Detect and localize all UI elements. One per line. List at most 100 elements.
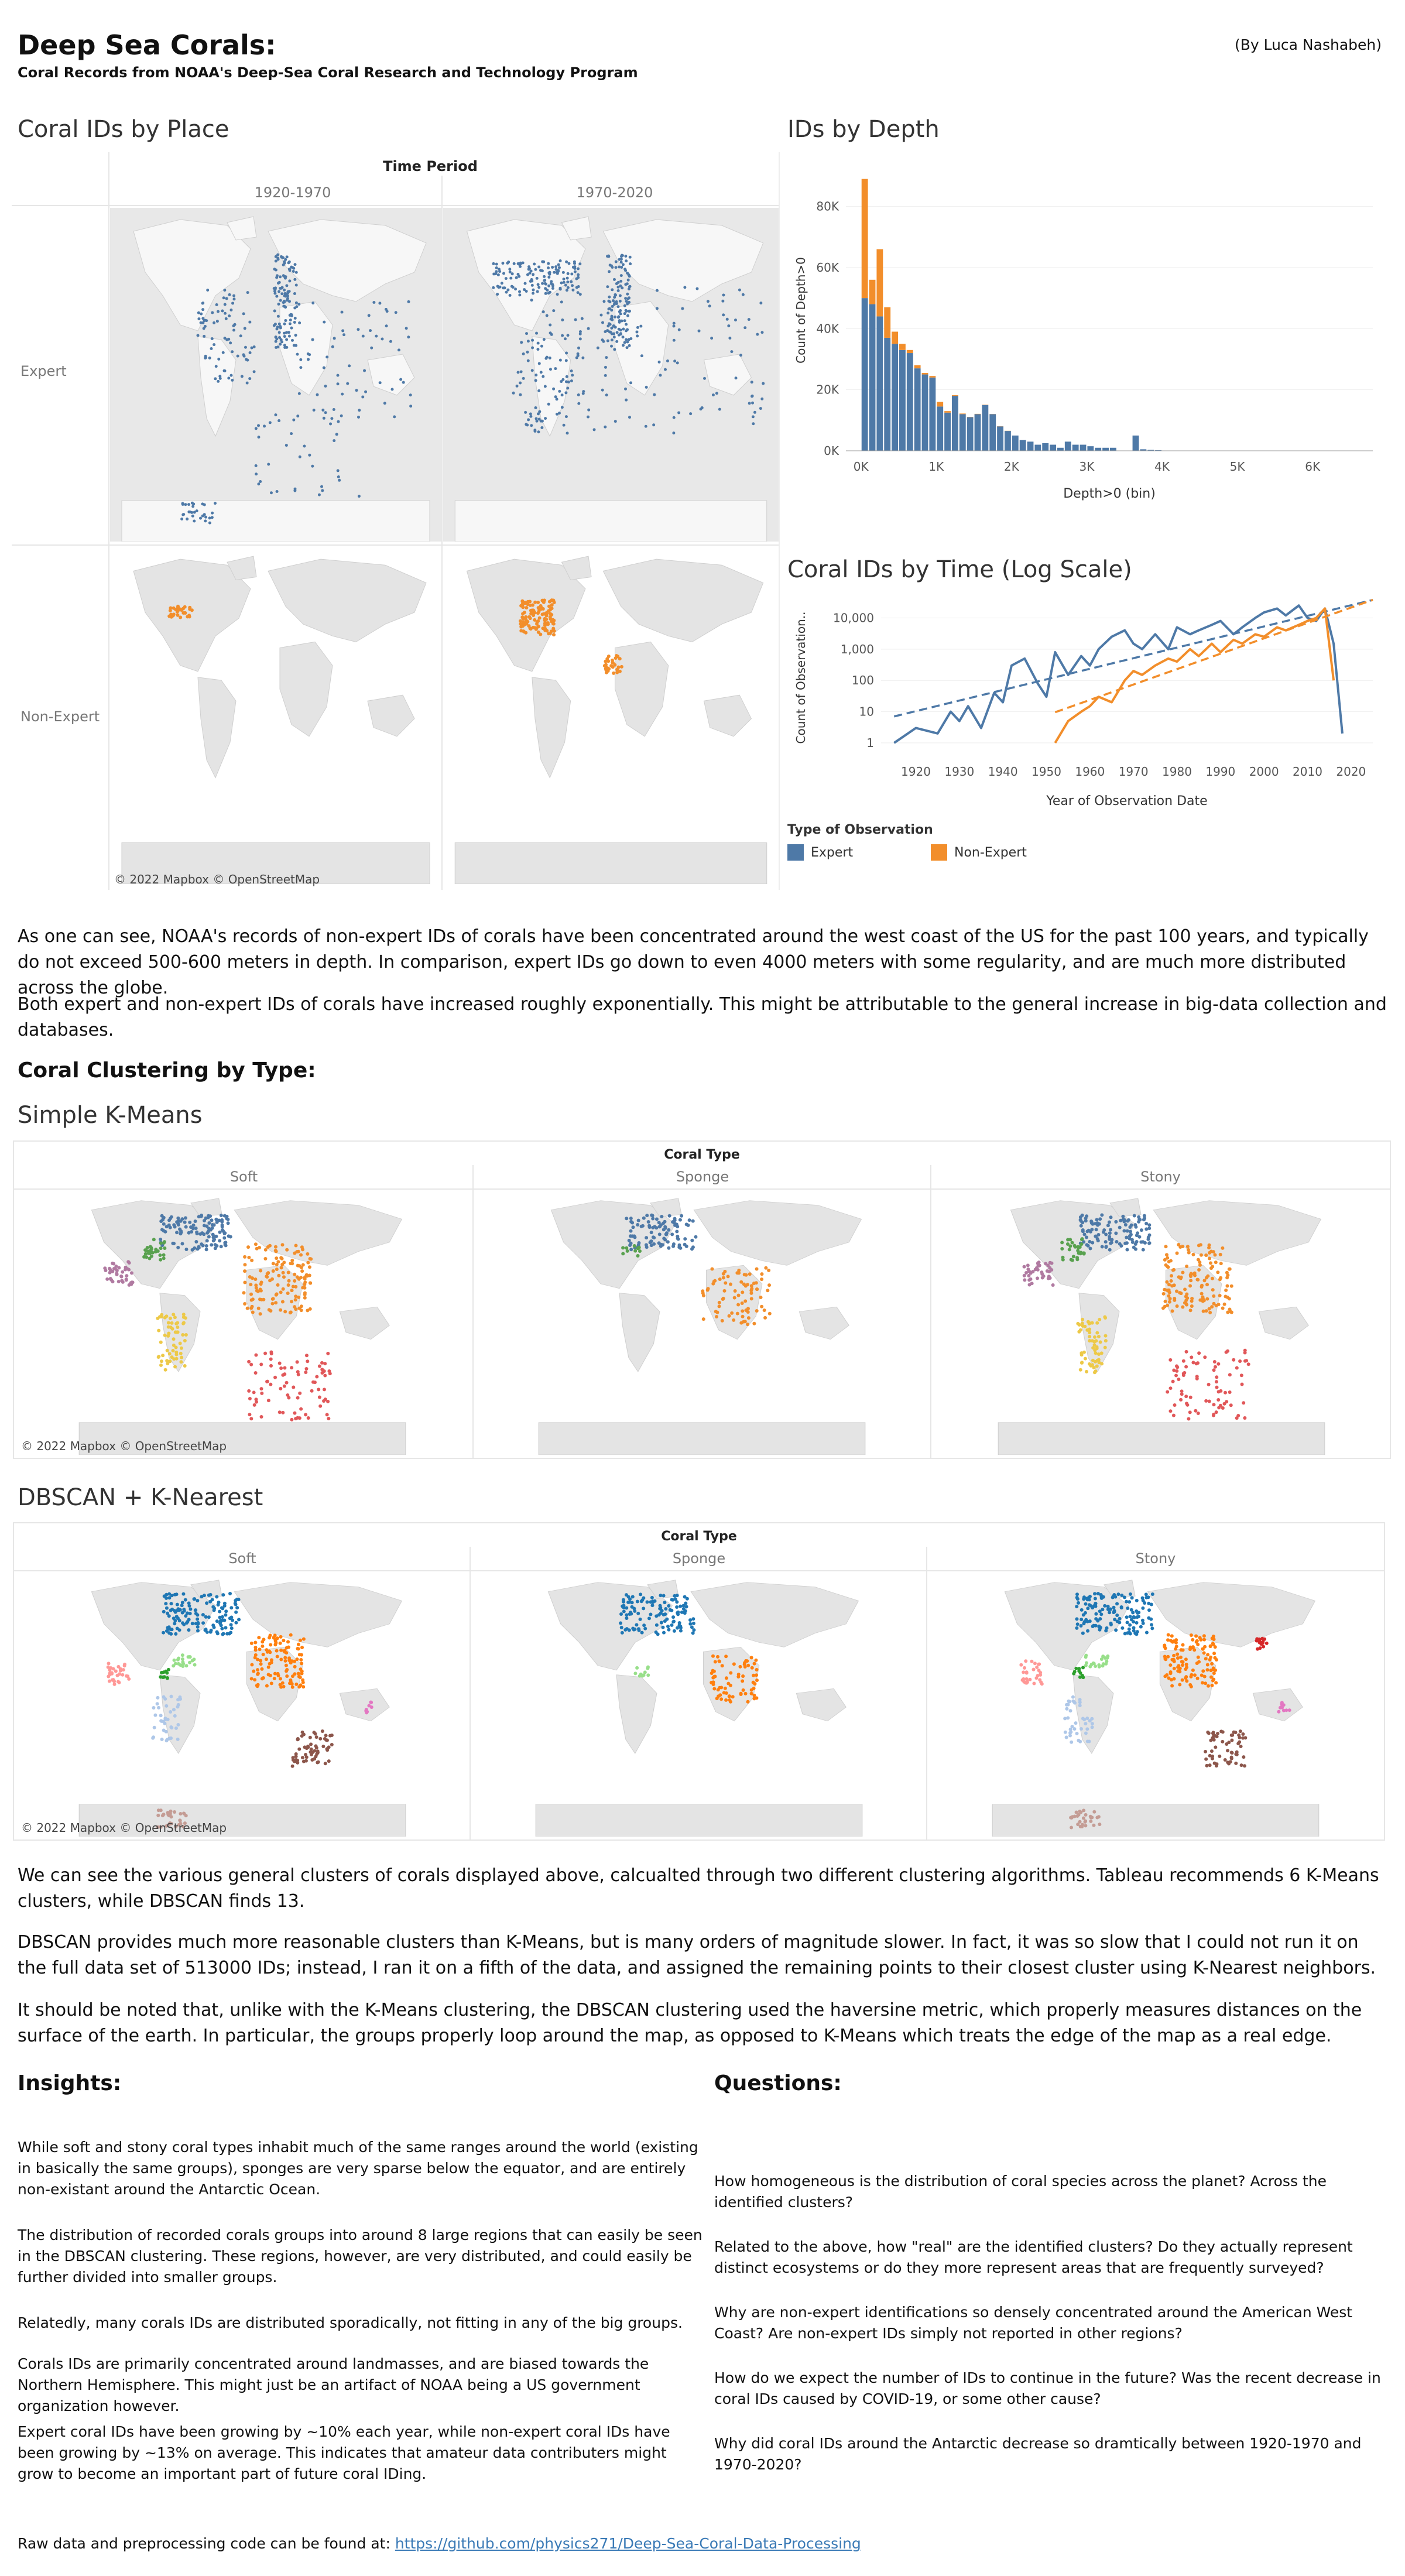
depth-bar-expert[interactable]: [899, 350, 906, 451]
depth-bar-expert[interactable]: [1034, 444, 1041, 451]
map-nonexpert-1970-2020[interactable]: [443, 547, 779, 884]
depth-bar-expert[interactable]: [869, 304, 876, 451]
depth-bar-expert[interactable]: [921, 374, 928, 451]
depth-bar-expert[interactable]: [1057, 447, 1064, 451]
depth-bar-expert[interactable]: [892, 344, 898, 451]
depth-bar-expert[interactable]: [906, 353, 913, 451]
depth-bar-non-expert[interactable]: [899, 344, 906, 350]
depth-bar-non-expert[interactable]: [944, 411, 951, 413]
depth-bar-expert[interactable]: [914, 368, 921, 451]
coral-point: [657, 1232, 662, 1236]
depth-bar-expert[interactable]: [1050, 444, 1056, 451]
coral-point: [279, 342, 282, 346]
coral-point: [649, 1231, 653, 1235]
coral-point: [181, 1660, 185, 1664]
kmeans-panel[interactable]: Coral Type Soft Sponge Stony © 2022 Mapb…: [13, 1140, 1391, 1459]
coral-point: [622, 1605, 626, 1609]
depth-bar-expert[interactable]: [1072, 444, 1079, 451]
coral-point: [705, 1288, 710, 1292]
map-nonexpert-1920-1970[interactable]: [110, 547, 441, 884]
coral-point: [1137, 1235, 1142, 1239]
dbscan-map-stony[interactable]: [980, 1573, 1331, 1837]
map-expert-1970-2020[interactable]: [443, 208, 779, 542]
coral-point: [1201, 1647, 1205, 1651]
coral-point: [170, 1726, 174, 1730]
depth-bar-expert[interactable]: [1005, 431, 1011, 451]
coral-point: [1208, 1763, 1212, 1767]
coral-point: [558, 259, 562, 262]
coral-point: [1099, 1351, 1104, 1355]
depth-bar-expert[interactable]: [1087, 446, 1094, 451]
coral-point: [308, 453, 311, 457]
coral-point: [1212, 1671, 1216, 1676]
kmeans-map-sponge[interactable]: [526, 1191, 878, 1455]
depth-bar-expert[interactable]: [1064, 441, 1071, 451]
depth-bar-expert[interactable]: [1080, 444, 1087, 451]
dbscan-map-sponge[interactable]: [523, 1573, 875, 1837]
legend-non-expert[interactable]: Non-Expert: [931, 844, 1027, 861]
depth-bar-expert[interactable]: [929, 377, 936, 451]
dbscan-panel[interactable]: Coral Type Soft Sponge Stony © 2022 Mapb…: [13, 1522, 1385, 1841]
depth-bar-expert[interactable]: [876, 316, 883, 451]
coral-point: [626, 278, 630, 282]
place-view-panel[interactable]: Time Period 1920-1970 1970-2020 Expert N…: [12, 152, 780, 890]
depth-bar-expert[interactable]: [884, 337, 891, 451]
depth-bar-non-expert[interactable]: [952, 395, 958, 396]
depth-bar-non-expert[interactable]: [906, 350, 913, 354]
depth-bar-expert[interactable]: [1012, 435, 1019, 451]
depth-bar-non-expert[interactable]: [884, 307, 891, 338]
coral-point: [287, 334, 291, 338]
coral-point: [547, 266, 550, 270]
depth-bar-non-expert[interactable]: [914, 365, 921, 369]
kmeans-map-stony[interactable]: [986, 1191, 1337, 1455]
depth-bar-expert[interactable]: [944, 412, 951, 451]
coral-point: [1227, 1297, 1231, 1301]
depth-bar-expert[interactable]: [1132, 435, 1139, 451]
depth-bar-expert[interactable]: [1042, 443, 1049, 451]
depth-bar-expert[interactable]: [1102, 447, 1109, 451]
depth-bar-expert[interactable]: [989, 414, 996, 451]
time-line-expert[interactable]: [893, 604, 1344, 744]
depth-bar-expert[interactable]: [952, 396, 958, 451]
coral-point: [550, 282, 553, 285]
coral-point: [752, 422, 755, 426]
depth-bar-non-expert[interactable]: [869, 279, 876, 304]
depth-bar-expert[interactable]: [997, 426, 1003, 451]
coral-point: [1080, 1321, 1084, 1325]
depth-bar-expert[interactable]: [937, 406, 944, 451]
depth-bar-expert[interactable]: [1027, 441, 1034, 451]
depth-bar-non-expert[interactable]: [974, 413, 981, 415]
footer: Raw data and preprocessing code can be f…: [18, 2535, 861, 2552]
depth-bar-expert[interactable]: [974, 414, 981, 451]
depth-bar-non-expert[interactable]: [921, 372, 928, 375]
coral-point: [618, 294, 622, 297]
depth-bar-non-expert[interactable]: [937, 402, 944, 407]
kmeans-map-soft[interactable]: [67, 1191, 418, 1455]
depth-bar-expert[interactable]: [1095, 447, 1102, 451]
coral-point: [1167, 1283, 1171, 1287]
coral-point: [330, 1742, 334, 1746]
depth-bar-non-expert[interactable]: [929, 376, 936, 378]
depth-bar-non-expert[interactable]: [959, 413, 966, 415]
github-link[interactable]: https://github.com/physics271/Deep-Sea-C…: [395, 2535, 861, 2552]
coral-point: [224, 1244, 228, 1248]
dbscan-map-soft[interactable]: [67, 1573, 418, 1837]
legend-expert[interactable]: Expert: [787, 844, 853, 861]
depth-bar-non-expert[interactable]: [876, 249, 883, 317]
depth-bar-non-expert[interactable]: [861, 179, 868, 299]
time-line-non-expert[interactable]: [1054, 607, 1335, 744]
depth-bar-expert[interactable]: [1155, 450, 1161, 451]
depth-bar-expert[interactable]: [959, 414, 966, 451]
depth-bar-expert[interactable]: [1140, 449, 1147, 451]
coral-point: [165, 1606, 169, 1610]
depth-bar-expert[interactable]: [1147, 450, 1154, 451]
depth-bar-expert[interactable]: [967, 417, 974, 451]
depth-bar-expert[interactable]: [982, 405, 989, 451]
depth-bar-non-expert[interactable]: [892, 331, 898, 344]
depth-bar-expert[interactable]: [861, 298, 868, 451]
map-expert-1920-1970[interactable]: [110, 208, 441, 542]
depth-bar-expert[interactable]: [1110, 447, 1116, 451]
depth-bar-expert[interactable]: [1019, 440, 1026, 451]
